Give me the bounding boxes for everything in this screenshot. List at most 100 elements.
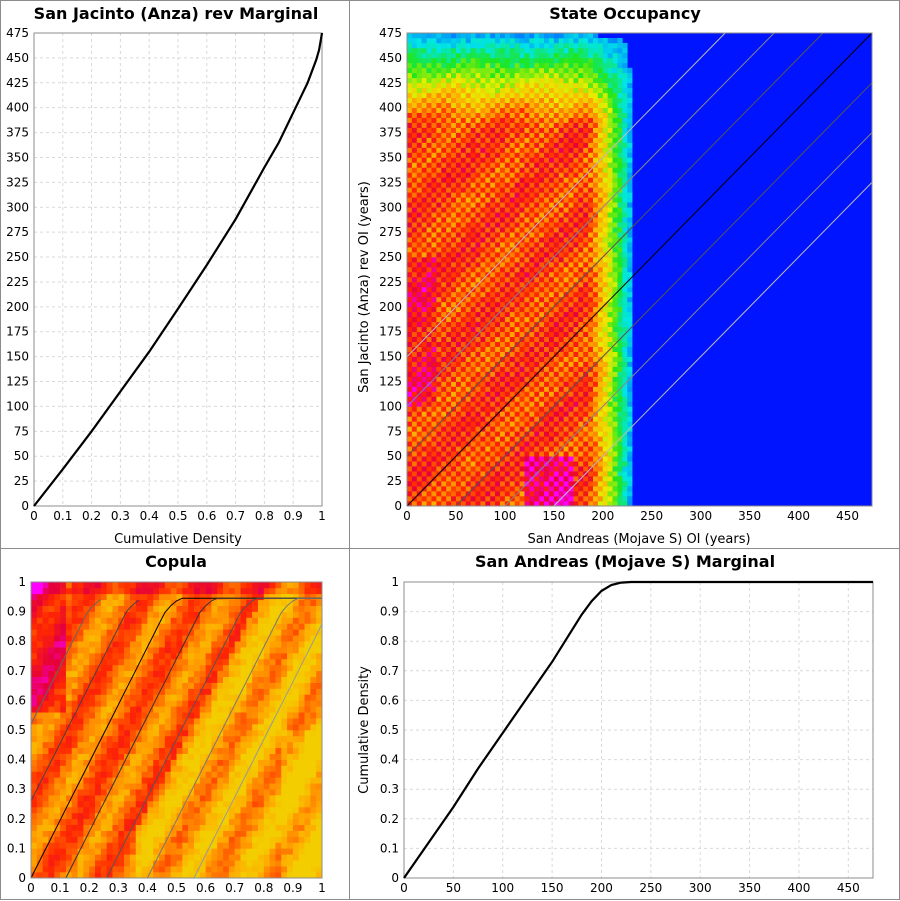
heatmap-cell (627, 471, 632, 476)
copula-cell (60, 712, 66, 718)
heatmap-cell (446, 187, 451, 192)
heatmap-cell (564, 247, 569, 252)
heatmap-cell (608, 53, 613, 58)
heatmap-cell (559, 282, 564, 287)
heatmap-cell (441, 342, 446, 347)
heatmap-cell (564, 202, 569, 207)
heatmap-cell (534, 68, 539, 73)
y-tick-label: 225 (379, 275, 402, 289)
heatmap-cell (544, 217, 549, 222)
heatmap-cell (485, 486, 490, 491)
heatmap-cell (476, 362, 481, 367)
heatmap-cell (573, 257, 578, 262)
heatmap-cell (569, 297, 574, 302)
heatmap-cell (603, 108, 608, 113)
heatmap-cell (441, 192, 446, 197)
heatmap-cell (422, 38, 427, 43)
copula-cell (72, 801, 78, 807)
heatmap-cell (539, 247, 544, 252)
copula-cell (60, 647, 66, 653)
heatmap-cell (578, 182, 583, 187)
heatmap-cell (490, 257, 495, 262)
heatmap-cell (505, 73, 510, 78)
heatmap-cell (613, 167, 618, 172)
heatmap-cell (544, 357, 549, 362)
heatmap-cell (617, 53, 622, 58)
heatmap-cell (539, 157, 544, 162)
heatmap-cell (603, 242, 608, 247)
heatmap-cell (456, 367, 461, 372)
heatmap-cell (603, 466, 608, 471)
heatmap-cell (569, 292, 574, 297)
copula-cell (43, 594, 49, 600)
heatmap-cell (578, 411, 583, 416)
copula-cell (31, 748, 37, 754)
heatmap-cell (436, 416, 441, 421)
heatmap-cell (490, 88, 495, 93)
heatmap-cell (495, 257, 500, 262)
heatmap-cell (534, 461, 539, 466)
heatmap-cell (593, 43, 598, 48)
heatmap-cell (422, 232, 427, 237)
heatmap-cell (412, 113, 417, 118)
heatmap-cell (613, 312, 618, 317)
heatmap-cell (456, 382, 461, 387)
heatmap-cell (515, 302, 520, 307)
heatmap-cell (588, 436, 593, 441)
heatmap-cell (466, 287, 471, 292)
heatmap-cell (505, 362, 510, 367)
heatmap-cell (446, 48, 451, 53)
heatmap-cell (515, 247, 520, 252)
heatmap-cell (593, 382, 598, 387)
heatmap-cell (427, 312, 432, 317)
heatmap-cell (613, 78, 618, 83)
heatmap-cell (598, 237, 603, 242)
heatmap-cell (500, 157, 505, 162)
heatmap-cell (588, 83, 593, 88)
heatmap-cell (495, 302, 500, 307)
heatmap-cell (436, 327, 441, 332)
heatmap-cell (490, 152, 495, 157)
heatmap-cell (451, 232, 456, 237)
heatmap-cell (549, 53, 554, 58)
heatmap-cell (613, 307, 618, 312)
heatmap-cell (417, 43, 422, 48)
heatmap-cell (427, 441, 432, 446)
copula-cell (31, 771, 37, 777)
heatmap-cell (534, 48, 539, 53)
heatmap-cell (456, 476, 461, 481)
copula-cell (54, 771, 60, 777)
copula-cell (83, 653, 89, 659)
heatmap-cell (476, 387, 481, 392)
heatmap-cell (466, 461, 471, 466)
heatmap-cell (480, 197, 485, 202)
heatmap-cell (539, 431, 544, 436)
heatmap-cell (485, 391, 490, 396)
heatmap-cell (476, 128, 481, 133)
heatmap-cell (617, 192, 622, 197)
heatmap-cell (431, 367, 436, 372)
copula-cell (66, 777, 72, 783)
copula-cell (72, 866, 78, 872)
heatmap-cell (549, 267, 554, 272)
heatmap-cell (490, 431, 495, 436)
heatmap-cell (564, 138, 569, 143)
heatmap-cell (520, 247, 525, 252)
heatmap-cell (613, 466, 618, 471)
heatmap-cell (554, 357, 559, 362)
heatmap-cell (461, 461, 466, 466)
heatmap-cell (588, 113, 593, 118)
heatmap-cell (613, 377, 618, 382)
heatmap-cell (564, 73, 569, 78)
heatmap-cell (573, 172, 578, 177)
heatmap-cell (476, 217, 481, 222)
heatmap-cell (613, 272, 618, 277)
heatmap-cell (476, 222, 481, 227)
heatmap-cell (476, 108, 481, 113)
heatmap-cell (627, 332, 632, 337)
heatmap-cell (613, 148, 618, 153)
heatmap-cell (559, 287, 564, 292)
heatmap-cell (505, 322, 510, 327)
heatmap-cell (490, 302, 495, 307)
heatmap-cell (412, 466, 417, 471)
